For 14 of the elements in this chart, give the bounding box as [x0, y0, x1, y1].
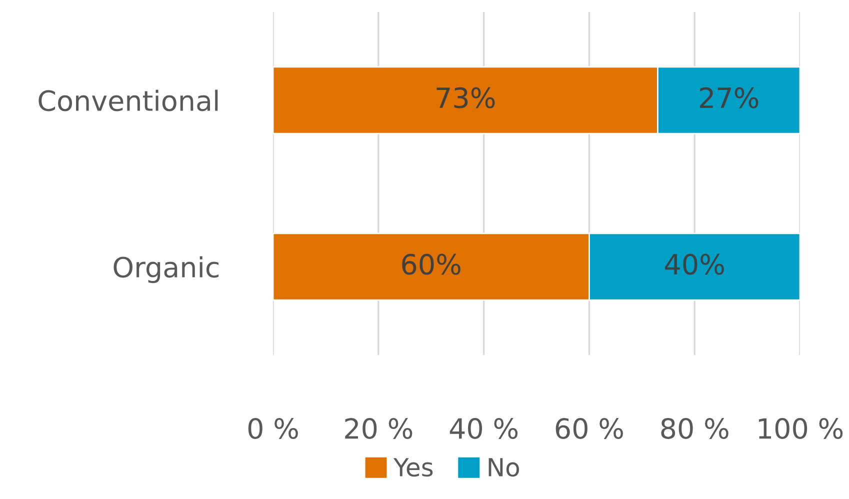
- x-tick-label: 40 %: [450, 418, 518, 439]
- legend-label: No: [488, 458, 519, 477]
- data-label: 40%: [665, 254, 724, 275]
- data-label: 60%: [402, 254, 460, 275]
- y-tick-label: Conventional: [38, 90, 218, 112]
- data-label: 27%: [700, 87, 758, 108]
- x-tick-label: 100 %: [758, 418, 843, 439]
- x-tick-label: 60 %: [556, 418, 623, 439]
- x-tick-label: 20 %: [345, 418, 412, 439]
- y-tick-label: Organic: [114, 256, 218, 284]
- x-tick-label: 80 %: [661, 418, 728, 439]
- legend-label: Yes: [393, 458, 433, 477]
- data-label: 73%: [436, 87, 495, 108]
- x-tick-label: 0 %: [248, 418, 298, 439]
